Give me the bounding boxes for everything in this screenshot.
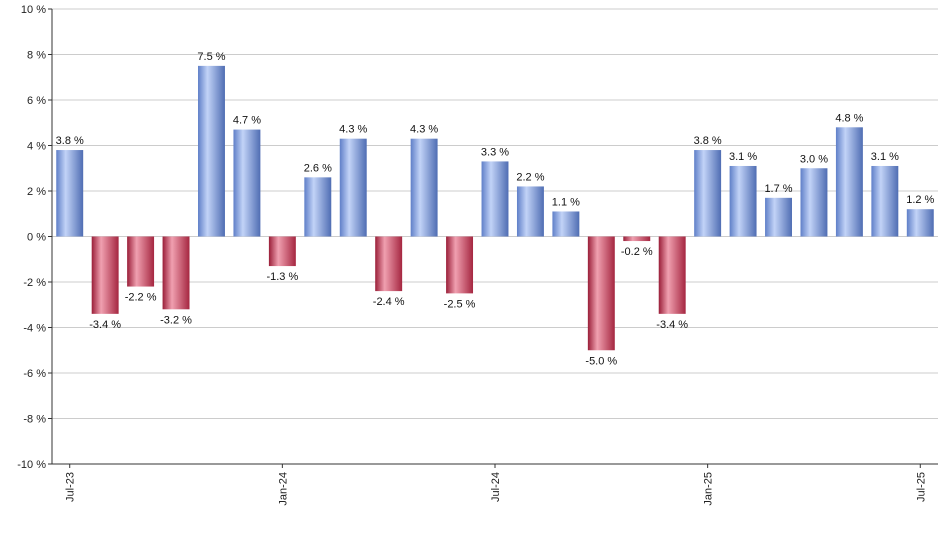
data-label: 1.7 %: [764, 183, 792, 195]
data-label: 1.2 %: [906, 194, 934, 206]
bar-jul-24: [481, 161, 509, 237]
x-tick-label: Jul-24: [490, 472, 502, 502]
data-label: -3.2 %: [160, 314, 192, 326]
bar-nov-23: [198, 65, 225, 237]
y-tick-label: 2 %: [27, 186, 46, 198]
bar-mar-24: [339, 138, 367, 237]
data-label: 3.0 %: [800, 153, 828, 165]
x-tick-label: Jul-23: [65, 472, 77, 502]
data-label: -1.3 %: [266, 271, 298, 283]
data-label: 2.2 %: [516, 171, 544, 183]
bar-jun-25: [871, 165, 899, 237]
data-label: 3.8 %: [56, 135, 84, 147]
data-label: 3.8 %: [694, 135, 722, 147]
bar-oct-23: [162, 236, 190, 310]
data-label: 7.5 %: [197, 51, 225, 63]
y-tick-label: -4 %: [23, 323, 46, 335]
bar-jul-23: [56, 150, 84, 237]
data-label: -2.5 %: [444, 298, 476, 310]
bar-jul-25: [906, 209, 934, 237]
bar-apr-25: [800, 168, 828, 237]
data-label: 3.3 %: [481, 146, 509, 158]
y-tick-label: 8 %: [27, 50, 46, 62]
data-label: 1.1 %: [552, 196, 580, 208]
bar-may-24: [410, 138, 438, 237]
y-tick-label: 10 %: [21, 4, 46, 16]
y-tick-label: 0 %: [27, 232, 46, 244]
data-label: 3.1 %: [871, 151, 899, 163]
bar-apr-24: [375, 236, 403, 292]
bar-jan-24: [268, 236, 296, 267]
bar-sep-23: [127, 236, 155, 287]
bar-aug-24: [516, 186, 544, 237]
bar-sep-24: [552, 211, 580, 237]
data-label: -2.4 %: [373, 296, 405, 308]
y-tick-label: -10 %: [17, 459, 46, 471]
y-tick-label: 4 %: [27, 141, 46, 153]
x-tick-label: Jan-24: [277, 472, 289, 506]
data-label: -3.4 %: [89, 319, 121, 331]
bar-nov-24: [623, 236, 651, 242]
data-label: -5.0 %: [585, 355, 617, 367]
data-label: -3.4 %: [656, 319, 688, 331]
bar-feb-24: [304, 177, 332, 237]
x-tick-label: Jul-25: [915, 472, 927, 502]
bar-jun-24: [446, 236, 474, 294]
y-tick-label: -8 %: [23, 414, 46, 426]
data-label: 2.6 %: [304, 162, 332, 174]
bar-dec-24: [658, 236, 686, 314]
data-label: 4.8 %: [835, 112, 863, 124]
data-label: 4.3 %: [339, 124, 367, 136]
bar-aug-23: [91, 236, 119, 314]
data-label: 3.1 %: [729, 151, 757, 163]
bar-dec-23: [233, 129, 261, 237]
data-label: 4.3 %: [410, 124, 438, 136]
bar-oct-24: [587, 236, 615, 351]
bars: [56, 65, 934, 351]
y-axis: -10 % -8 % -6 % -4 % -2 % 0 % 2 % 4 % 6 % 8 % 10 %: [17, 4, 53, 471]
data-label: -2.2 %: [125, 292, 157, 304]
data-labels: 3.8 % -3.4 % -2.2 %-3.2 % 7.5 % 4.7 % -1.3 % 2…: [56, 51, 935, 367]
data-label: -0.2 %: [621, 246, 653, 258]
y-tick-label: 6 %: [27, 95, 46, 107]
bar-mar-25: [765, 197, 792, 237]
bar-feb-25: [729, 165, 757, 237]
x-axis: Jul-23 Jan-24 Jul-24 Jan-25 Jul-25: [52, 463, 938, 506]
data-label: 4.7 %: [233, 115, 261, 127]
y-tick-label: -6 %: [23, 368, 46, 380]
bar-may-25: [835, 127, 863, 237]
x-tick-label: Jan-25: [703, 472, 715, 506]
y-tick-label: -2 %: [23, 277, 46, 289]
bar-jan-25: [694, 150, 722, 237]
